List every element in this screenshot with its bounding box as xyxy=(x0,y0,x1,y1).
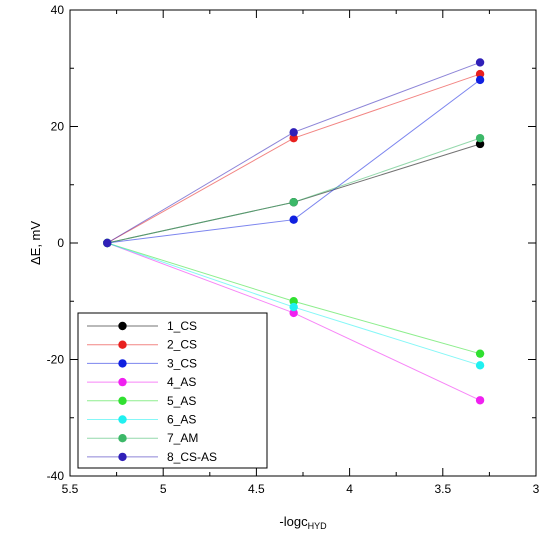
legend-label-3-cs: 3_CS xyxy=(167,356,197,370)
data-point-2-cs xyxy=(289,133,298,143)
y-tick-label: 20 xyxy=(51,120,65,134)
x-tick-label: 4 xyxy=(346,482,353,496)
series-points xyxy=(103,58,485,405)
legend-marker-3-cs xyxy=(118,359,127,368)
legend-label-1-cs: 1_CS xyxy=(167,319,197,333)
x-tick-label: 4.5 xyxy=(248,482,265,496)
legend-marker-5-as xyxy=(118,396,127,405)
legend-label-7-am: 7_AM xyxy=(167,431,198,445)
data-point-5-as xyxy=(289,297,298,306)
legend-label-8-cs-as: 8_CS-AS xyxy=(167,450,217,464)
legend-label-5-as: 5_AS xyxy=(167,394,196,408)
data-point-4-as xyxy=(289,308,298,318)
x-axis-title-main: -logc xyxy=(279,514,308,529)
x-tick-label: 3.5 xyxy=(434,482,451,496)
y-tick-label: 40 xyxy=(51,3,65,17)
data-point-3-cs xyxy=(475,75,485,85)
legend-marker-7-am xyxy=(118,434,127,443)
legend-marker-2-cs xyxy=(118,340,127,349)
data-point-1-cs xyxy=(475,139,485,149)
data-point-6-as xyxy=(475,361,485,370)
x-axis-title: -logcHYD xyxy=(279,514,327,531)
legend: 1_CS 2_CS 3_CS 4_AS 5_AS 6_AS 7_AM 8_CS-AS xyxy=(77,312,268,469)
data-point-7-am xyxy=(289,198,298,207)
tick-labels: 5.5 5 4.5 4 3.5 3 -40 -20 0 20 40 xyxy=(47,3,540,496)
series-line-1-cs xyxy=(107,143,481,244)
legend-label-4-as: 4_AS xyxy=(167,375,196,389)
legend-marker-4-as xyxy=(118,377,127,387)
legend-label-6-as: 6_AS xyxy=(167,413,196,427)
y-tick-label: 0 xyxy=(57,236,64,250)
legend-marker-6-as xyxy=(118,415,127,424)
y-tick-label: -20 xyxy=(47,353,65,367)
data-point-8-cs-as xyxy=(289,128,298,137)
y-tick-label: -40 xyxy=(47,469,65,483)
data-point-5-as xyxy=(475,349,485,358)
data-point-4-as xyxy=(475,396,485,405)
x-tick-label: 5 xyxy=(160,482,167,496)
data-point-7-am xyxy=(475,133,485,143)
y-axis-title: ΔE, mV xyxy=(28,221,43,265)
data-point-8-cs-as xyxy=(475,58,485,67)
x-tick-label: 5.5 xyxy=(62,482,79,496)
x-axis-title-subscript: HYD xyxy=(308,521,328,531)
series-line-7-am xyxy=(107,137,481,244)
x-tick-label: 3 xyxy=(533,482,540,496)
axis-ticks xyxy=(69,9,537,477)
legend-label-2-cs: 2_CS xyxy=(167,338,197,352)
legend-box xyxy=(77,312,268,469)
data-point-2-cs xyxy=(475,69,485,79)
data-point-6-as xyxy=(289,302,298,312)
data-point-3-cs xyxy=(289,215,298,224)
legend-marker-1-cs xyxy=(118,321,127,331)
data-point-8-cs-as xyxy=(103,238,112,248)
legend-marker-8-cs-as xyxy=(118,452,127,462)
